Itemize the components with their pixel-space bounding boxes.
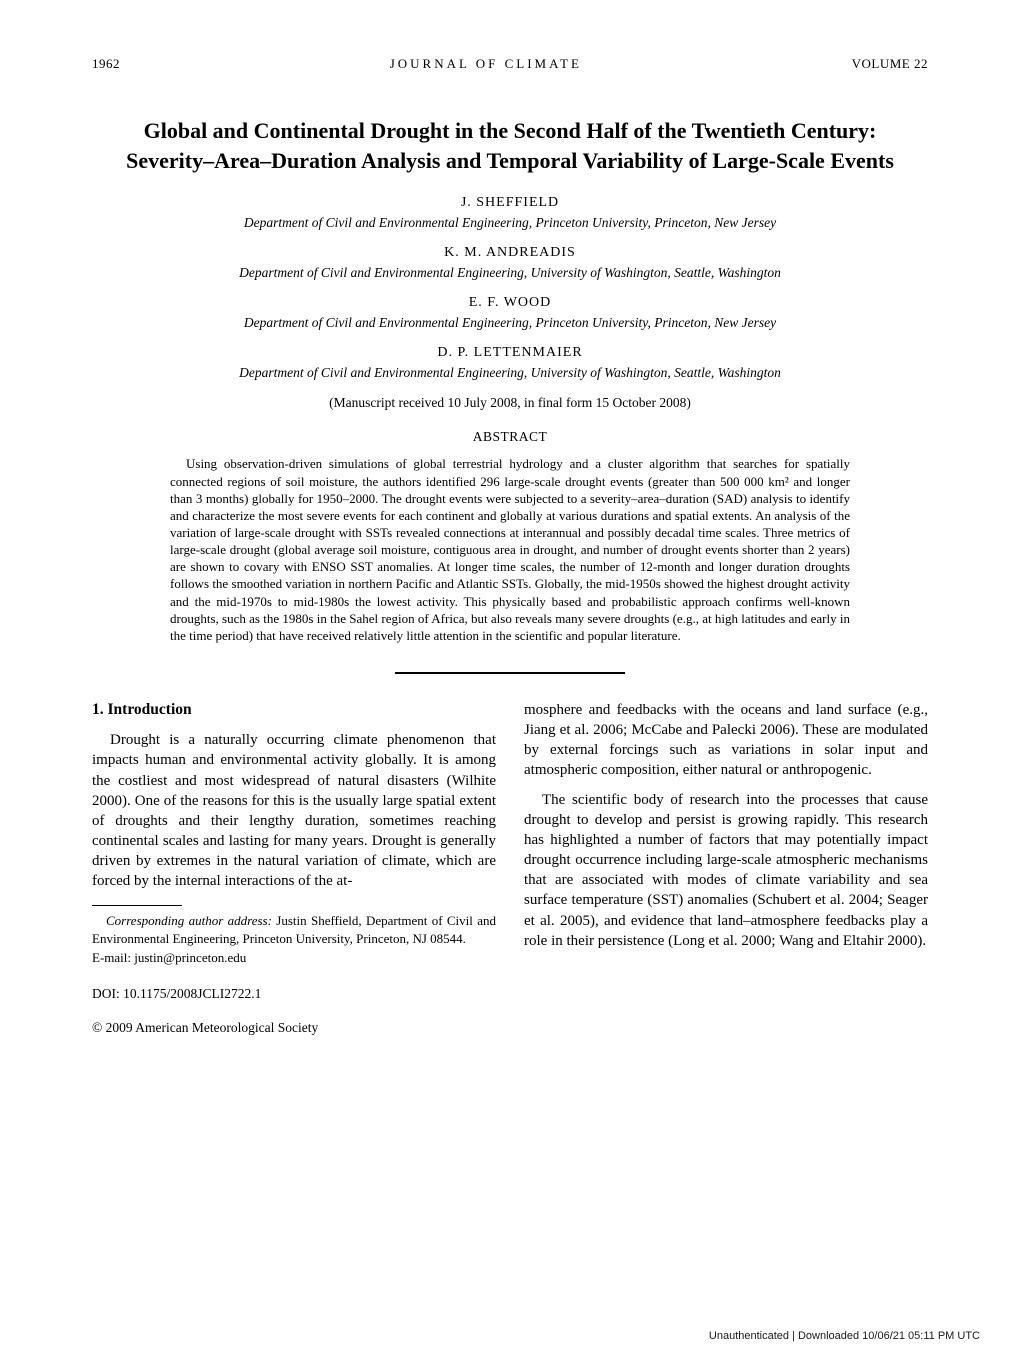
- body-paragraph: The scientific body of research into the…: [524, 790, 928, 951]
- corresponding-author: Corresponding author address: Justin She…: [92, 912, 496, 947]
- volume-label: VOLUME 22: [852, 56, 928, 72]
- running-header: 1962 JOURNAL OF CLIMATE VOLUME 22: [92, 56, 928, 72]
- author-name-4: D. P. LETTENMAIER: [92, 345, 928, 361]
- horizontal-rule: [395, 672, 625, 674]
- author-name-1: J. SHEFFIELD: [92, 195, 928, 211]
- body-columns: 1. Introduction Drought is a naturally o…: [92, 700, 928, 1037]
- author-text: E. F. WOOD: [469, 295, 552, 310]
- author-text: K. M. ANDREADIS: [444, 245, 576, 260]
- author-text: J. SHEFFIELD: [461, 195, 559, 210]
- body-paragraph: Drought is a naturally occurring climate…: [92, 730, 496, 891]
- corresponding-email: E-mail: justin@princeton.edu: [92, 949, 496, 966]
- affiliation-3: Department of Civil and Environmental En…: [92, 315, 928, 331]
- manuscript-dates: (Manuscript received 10 July 2008, in fi…: [92, 395, 928, 411]
- author-name-2: K. M. ANDREADIS: [92, 245, 928, 261]
- abstract-heading: ABSTRACT: [92, 429, 928, 445]
- author-text: D. P. LETTENMAIER: [437, 345, 582, 360]
- abstract-body: Using observation-driven simulations of …: [170, 455, 850, 644]
- corresponding-rule: [92, 905, 182, 906]
- article-title: Global and Continental Drought in the Se…: [122, 116, 898, 175]
- affiliation-4: Department of Civil and Environmental En…: [92, 365, 928, 381]
- download-footer: Unauthenticated | Downloaded 10/06/21 05…: [709, 1330, 980, 1342]
- affiliation-1: Department of Civil and Environmental En…: [92, 215, 928, 231]
- right-column: mosphere and feedbacks with the oceans a…: [524, 700, 928, 1037]
- body-paragraph: mosphere and feedbacks with the oceans a…: [524, 700, 928, 780]
- author-name-3: E. F. WOOD: [92, 295, 928, 311]
- left-column: 1. Introduction Drought is a naturally o…: [92, 700, 496, 1037]
- doi-line: DOI: 10.1175/2008JCLI2722.1: [92, 985, 496, 1003]
- journal-name: JOURNAL OF CLIMATE: [390, 56, 582, 72]
- corresponding-label: Corresponding author address:: [106, 913, 272, 928]
- copyright-line: © 2009 American Meteorological Society: [92, 1019, 496, 1037]
- section-heading: 1. Introduction: [92, 700, 496, 721]
- affiliation-2: Department of Civil and Environmental En…: [92, 265, 928, 281]
- page-number: 1962: [92, 56, 120, 72]
